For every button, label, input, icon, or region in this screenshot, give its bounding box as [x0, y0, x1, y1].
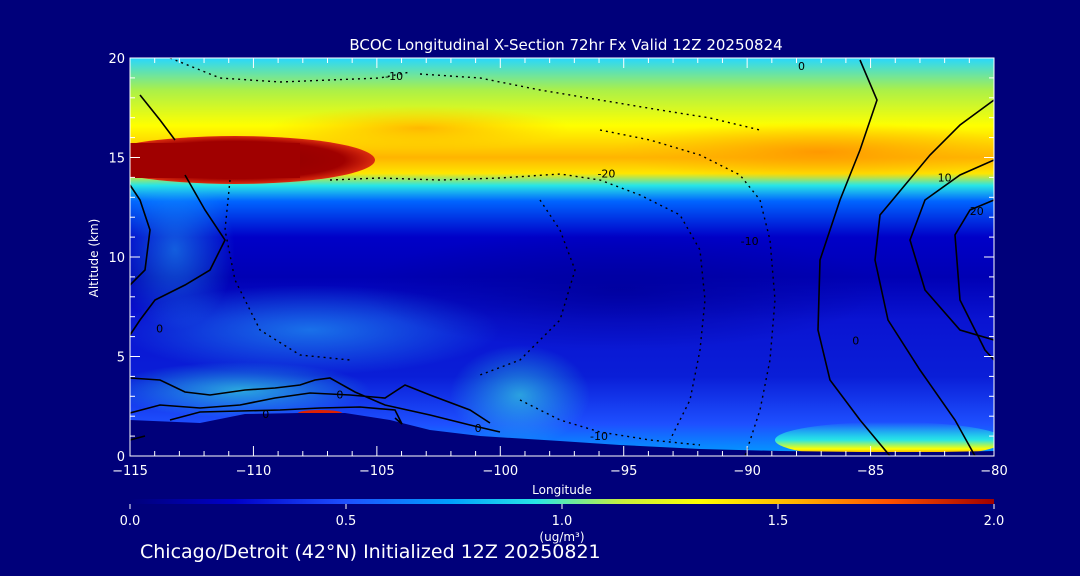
colorbar-unit-label: (ug/m³) — [539, 530, 584, 544]
x-tick-label: −85 — [857, 464, 884, 479]
x-tick-label: −100 — [482, 464, 518, 479]
y-tick-label: 10 — [108, 251, 125, 266]
contour-label-solid: 0 — [262, 408, 269, 421]
contour-dotted-inner — [479, 199, 576, 376]
colorbar-ticks: 0.0 0.5 1.0 1.5 2.0 — [120, 504, 1005, 529]
contour-label-solid: 0 — [798, 60, 805, 73]
colorbar-tick-label: 1.5 — [768, 514, 789, 529]
colorbar-tick-label: 1.0 — [552, 514, 573, 529]
contour-label-solid: 0 — [852, 335, 859, 348]
contour-label-solid: 10 — [938, 171, 952, 184]
x-tick-label: −80 — [980, 464, 1007, 479]
colorbar-tick-label: 2.0 — [984, 514, 1005, 529]
contour-solid-left-b — [130, 184, 151, 286]
contour-solid-right-inner — [909, 159, 994, 341]
contour-label-solid: 0 — [336, 388, 343, 401]
y-tick-label: 15 — [108, 152, 125, 167]
field-surface-max — [775, 422, 994, 456]
y-axis-label: Altitude (km) — [87, 219, 101, 298]
contour-solid-right-20 — [954, 199, 994, 361]
colorbar-tick-label: 0.5 — [336, 514, 357, 529]
contour-dotted-right-10 — [599, 129, 776, 456]
contour-lines — [130, 58, 994, 456]
contour-solid-low-2 — [130, 384, 491, 424]
contour-solid-left-a — [139, 94, 176, 141]
contour-label-solid: 20 — [970, 205, 984, 218]
contour-label-solid: 0 — [475, 422, 482, 435]
contour-solid-left-c — [130, 174, 226, 336]
contour-labels: 0 0 0 0 0 0 10 20 -10 -20 -10 -10 — [156, 60, 984, 443]
y-tick-label: 0 — [117, 450, 125, 465]
contour-solid-right-outer — [817, 59, 891, 456]
y-tick-label: 5 — [117, 351, 125, 366]
contour-label-solid: 0 — [156, 323, 163, 336]
contour-dotted-top-b — [419, 73, 761, 131]
bottom-caption: Chicago/Detroit (42°N) Initialized 12Z 2… — [140, 541, 601, 563]
x-axis: −115 −110 −105 −100 −95 −90 −85 −80 — [112, 58, 1008, 479]
colorbar-tick-label: 0.0 — [120, 514, 141, 529]
field-dark-core — [360, 230, 880, 350]
field-orange-patch-right — [610, 122, 994, 182]
colorbar — [130, 499, 994, 504]
contour-label-dotted: -20 — [597, 167, 615, 180]
contour-label-dotted: -10 — [385, 70, 403, 83]
y-axis: 0 5 10 15 20 — [108, 52, 994, 465]
contour-label-dotted: -10 — [590, 430, 608, 443]
heatmap-field — [130, 58, 994, 456]
contour-solid-right-10 — [874, 99, 994, 456]
field-orange-patch-left — [270, 106, 570, 150]
x-tick-label: −110 — [236, 464, 272, 479]
x-tick-label: −90 — [733, 464, 760, 479]
field-max-core-solid — [130, 143, 300, 178]
chart-title: BCOC Longitudinal X-Section 72hr Fx Vali… — [349, 36, 782, 54]
x-tick-label: −115 — [112, 464, 148, 479]
contour-solid-low-4 — [130, 435, 146, 441]
contour-solid-low-3 — [169, 406, 403, 425]
contour-label-dotted: -10 — [741, 235, 759, 248]
contour-solid-low-1 — [130, 377, 501, 433]
y-tick-label: 20 — [108, 52, 125, 67]
x-tick-label: −105 — [359, 464, 395, 479]
contour-dotted-mid-20 — [329, 173, 706, 441]
field-cyan-left-column — [130, 170, 235, 330]
contour-dotted-top-a — [169, 58, 411, 83]
terrain-mask — [130, 413, 994, 456]
x-tick-label: −95 — [610, 464, 637, 479]
x-axis-label: Longitude — [532, 483, 592, 497]
